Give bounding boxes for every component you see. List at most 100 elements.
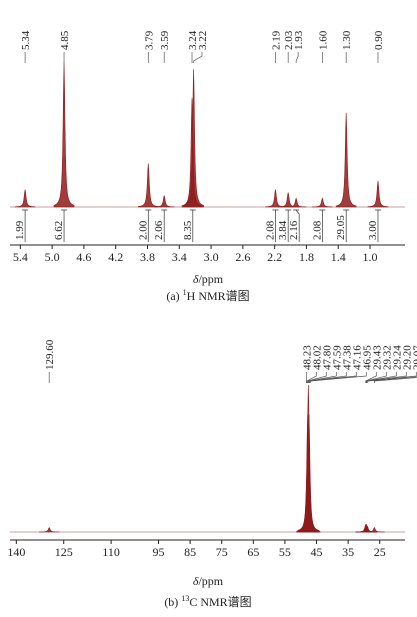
axis-unit: /ppm: [198, 574, 223, 588]
peak-leader: [366, 372, 417, 383]
peak-leader: [306, 372, 317, 383]
x-tick-label: 3.0: [204, 250, 219, 264]
peak: [265, 189, 286, 208]
peak: [300, 517, 321, 533]
peak-label: 29.43: [371, 345, 383, 370]
peak: [53, 61, 75, 208]
peak-label: 46.95: [361, 345, 373, 370]
peak-label: 2.03: [283, 30, 295, 50]
peak-leader: [366, 372, 407, 383]
x-tick-label: 1.0: [363, 250, 378, 264]
x-tick-label: 85: [184, 545, 196, 559]
peak: [38, 527, 60, 533]
peak-label: 4.85: [59, 30, 71, 50]
peak-label: 3.59: [159, 30, 171, 50]
peak-leader: [310, 372, 367, 383]
caption-text: H NMR谱图: [187, 289, 250, 303]
caption-prefix: (a): [166, 289, 182, 303]
peak: [299, 473, 320, 533]
caption: (b) 13C NMR谱图: [164, 594, 251, 609]
peak-label: 3.24: [187, 30, 199, 50]
integral-bracket: [61, 209, 68, 242]
integral-bracket: [319, 209, 326, 242]
axis-symbol: δ: [193, 574, 199, 588]
caption-sup: 13: [181, 594, 189, 603]
peak: [153, 195, 175, 208]
caption-text: C NMR谱图: [189, 595, 251, 609]
x-tick-label: 3.4: [172, 250, 187, 264]
x-tick-label: 1.4: [331, 250, 346, 264]
peak-label: 29.32: [381, 345, 393, 370]
peak: [183, 69, 204, 208]
integral-bracket: [161, 209, 168, 242]
caption-sup: 1: [183, 288, 187, 297]
peak-label: 5.34: [20, 30, 32, 50]
integral-bracket: [272, 209, 279, 242]
peak-label: 2.19: [270, 30, 282, 50]
peak: [14, 189, 36, 208]
x-tick-label: 5.0: [45, 250, 60, 264]
integral-label: 8.35: [182, 220, 194, 240]
peak: [285, 197, 307, 208]
x-tick-label: 3.8: [140, 250, 155, 264]
peak-leader: [309, 372, 357, 383]
peak-leader: [193, 52, 203, 63]
peak-label: 47.38: [341, 345, 353, 370]
x-axis-label: δ/ppm: [193, 574, 224, 588]
axis-symbol: δ: [193, 272, 199, 286]
peak: [137, 163, 159, 208]
peak-label: 3.22: [197, 31, 209, 50]
integral-label: 29.05: [335, 215, 347, 240]
x-tick-label: 2.2: [267, 250, 282, 264]
integral-label: 2.00: [137, 220, 149, 240]
x-tick-label: 5.4: [13, 250, 28, 264]
axis-unit: /ppm: [198, 272, 223, 286]
peak: [335, 112, 357, 208]
x-tick-label: 4.6: [76, 250, 91, 264]
x-tick-label: 65: [247, 545, 259, 559]
x-tick-label: 125: [55, 545, 73, 559]
caption-prefix: (b): [164, 595, 181, 609]
integral-label: 2.16: [288, 220, 300, 240]
integral-label: 2.06: [153, 220, 165, 240]
integral-bracket: [145, 209, 152, 242]
caption: (a) 1H NMR谱图: [166, 288, 249, 303]
peak-label: 3.79: [143, 30, 155, 50]
integral-label: 3.84: [277, 220, 289, 240]
integral-label: 2.08: [264, 220, 276, 240]
peak-leader: [307, 372, 337, 383]
peak-leader: [373, 377, 417, 383]
peak-label: 48.02: [311, 345, 323, 370]
peak-label: 29.07: [411, 345, 417, 370]
peak-leader: [366, 376, 417, 383]
peak-label: 0.90: [373, 30, 385, 50]
x-tick-label: 140: [7, 545, 25, 559]
peak-label: 47.59: [331, 345, 343, 370]
peak-label: 29.24: [391, 345, 403, 370]
peak-label: 129.60: [44, 339, 56, 370]
peak-label: 1.60: [317, 30, 329, 50]
integral-label: 3.00: [367, 220, 379, 240]
x-tick-label: 110: [102, 545, 120, 559]
peak-leader: [307, 372, 327, 383]
x-tick-label: 4.2: [108, 250, 123, 264]
integral-bracket: [22, 209, 29, 242]
x-tick-label: 95: [153, 545, 165, 559]
integral-bracket: [189, 209, 196, 242]
peak-label: 48.23: [301, 345, 313, 370]
x-tick-label: 25: [374, 545, 386, 559]
peak: [364, 527, 385, 533]
x-tick-label: 1.8: [299, 250, 314, 264]
integral-bracket: [343, 209, 350, 242]
integral-label: 1.99: [14, 220, 26, 240]
x-tick-label: 45: [311, 545, 323, 559]
integral-bracket: [374, 209, 381, 242]
integral-bracket: [285, 209, 292, 242]
peak-label: 1.30: [341, 30, 353, 50]
x-tick-label: 55: [279, 545, 291, 559]
x-tick-label: 75: [216, 545, 228, 559]
peak-label: 47.80: [321, 345, 333, 370]
x-tick-label: 35: [342, 545, 354, 559]
integral-label: 2.08: [311, 220, 323, 240]
